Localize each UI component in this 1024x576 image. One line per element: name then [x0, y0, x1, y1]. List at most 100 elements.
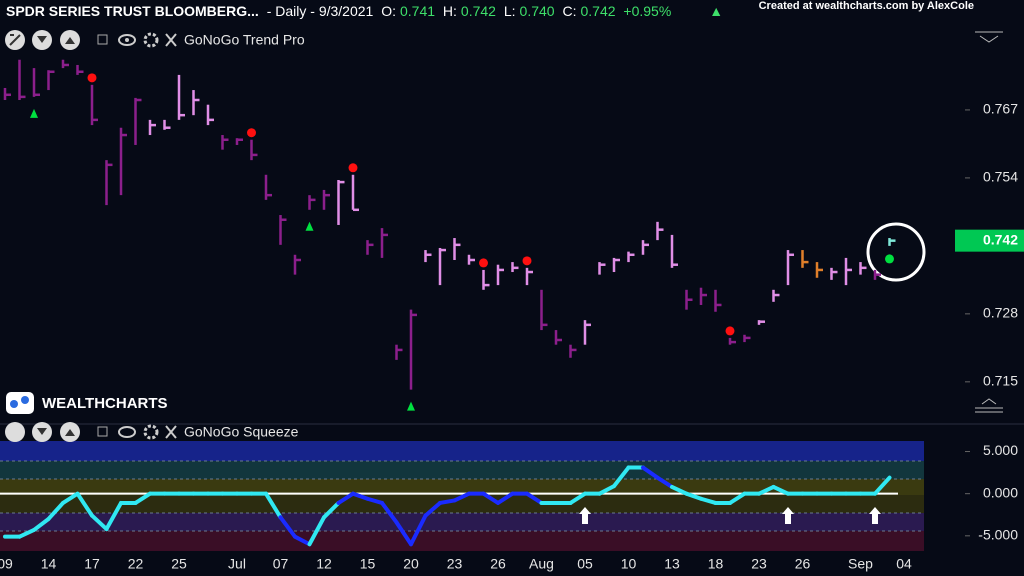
squeeze-segment [452, 491, 471, 503]
y-tick-label: 0.754 [983, 169, 1018, 185]
squeeze-segment [655, 475, 674, 489]
squeeze-segment [75, 491, 94, 518]
squeeze-segment [481, 491, 500, 505]
x-tick-label: 15 [360, 556, 376, 572]
x-tick-label: 23 [447, 556, 463, 572]
squeeze-segment [438, 498, 457, 505]
signal-dot [348, 163, 358, 173]
x-tick-label: 26 [490, 556, 506, 572]
y-tick-label: 0.715 [983, 373, 1018, 389]
up-icon: ▲ [709, 3, 724, 19]
squeeze-bands [0, 441, 924, 551]
x-tick-label: 14 [41, 556, 57, 572]
x-tick-label: 05 [577, 556, 593, 572]
y-tick-label: -5.000 [978, 527, 1018, 543]
toolbar[interactable] [5, 30, 1003, 442]
y-tick-label: 5.000 [983, 442, 1018, 458]
squeeze-segment [409, 513, 428, 547]
x-tick-label: 04 [896, 556, 912, 572]
x-tick-label: 26 [795, 556, 811, 572]
x-tick-label: 13 [664, 556, 680, 572]
squeeze-segment [17, 527, 36, 539]
x-tick-label: 23 [751, 556, 767, 572]
signal-triangle [30, 108, 38, 118]
squeeze-segment [133, 491, 152, 505]
squeeze-arrow [579, 507, 591, 524]
squeeze-segment [568, 491, 587, 505]
squeeze-segment [90, 513, 109, 532]
highlight-circle [866, 222, 926, 282]
signal-triangle [407, 401, 415, 411]
credit: Created at wealthcharts.com by AlexCole [758, 0, 974, 12]
squeeze-segment [104, 500, 123, 532]
y-tick-label: 0.767 [983, 101, 1018, 117]
logo: WEALTHCHARTS [42, 395, 168, 412]
ohlc-value: 0.740 [519, 3, 555, 19]
x-tick-label: 10 [621, 556, 637, 572]
x-tick-label: 22 [128, 556, 144, 572]
squeeze-segment [322, 500, 341, 520]
x-tick-label: 17 [84, 556, 100, 572]
signal-dot [247, 128, 256, 138]
squeeze-segment [394, 520, 413, 547]
squeeze-segment [336, 491, 355, 505]
header: SPDR SERIES TRUST BLOOMBERG... - Daily -… [6, 3, 727, 19]
panel-title: GoNoGo Squeeze [184, 424, 299, 440]
logo-icon [6, 392, 34, 414]
squeeze-segment [612, 465, 631, 489]
x-tick-label: 12 [316, 556, 332, 572]
y-tick-label: 0.728 [983, 305, 1018, 321]
squeeze-segment [684, 491, 703, 501]
ohlc-label: H: [442, 3, 457, 19]
squeeze-segment [525, 491, 544, 505]
ohlc-label: C: [562, 3, 577, 19]
y-tick-label: 0.000 [983, 484, 1018, 500]
ohlc-value: 0.742 [580, 3, 616, 19]
x-tick-label: 18 [708, 556, 724, 572]
x-tick-label: 07 [273, 556, 289, 572]
squeeze-segment [380, 500, 399, 525]
squeeze-segment [873, 475, 892, 496]
last-price-box [955, 229, 1024, 252]
panel-title: GoNoGo Trend Pro [184, 32, 305, 48]
signal-dot [522, 256, 532, 266]
squeeze-segment [771, 484, 790, 496]
squeeze-segment [46, 500, 65, 521]
ohlc-label: O: [381, 3, 396, 19]
squeeze-segment [351, 491, 370, 501]
signal-dot [479, 258, 488, 268]
signal-dot [885, 254, 894, 264]
squeeze-arrow [869, 507, 881, 524]
x-tick-label: Sep [848, 556, 873, 572]
x-tick-label: 25 [171, 556, 187, 572]
last-price-label: 0.742 [983, 231, 1018, 247]
signal-dot [87, 73, 97, 83]
x-tick-label: 09 [0, 556, 13, 572]
signal-dot [725, 326, 735, 336]
squeeze-segment [264, 491, 283, 520]
x-tick-label: Aug [529, 556, 554, 572]
squeeze-segment [32, 516, 51, 532]
x-tick-label: 20 [403, 556, 419, 572]
ohlc-value: 0.741 [399, 3, 436, 19]
squeeze-segment [423, 500, 442, 518]
squeeze-segment [61, 491, 80, 505]
squeeze-arrow [782, 507, 794, 524]
squeeze-segment [670, 484, 689, 496]
squeeze-segment [496, 491, 515, 505]
squeeze-segment [278, 515, 297, 539]
squeeze-segment [307, 515, 326, 547]
period: - Daily - 9/3/2021 [266, 3, 374, 19]
squeeze-segment [293, 534, 312, 547]
squeeze-segment [757, 484, 776, 496]
signal-triangle [305, 221, 314, 231]
x-tick-label: Jul [228, 556, 246, 572]
squeeze-segment [597, 484, 616, 496]
squeeze-segment [728, 491, 747, 505]
change: +0.95% [623, 3, 672, 19]
squeeze-segment [641, 465, 660, 480]
ohlc-label: L: [503, 3, 516, 19]
squeeze-segment [365, 496, 384, 505]
